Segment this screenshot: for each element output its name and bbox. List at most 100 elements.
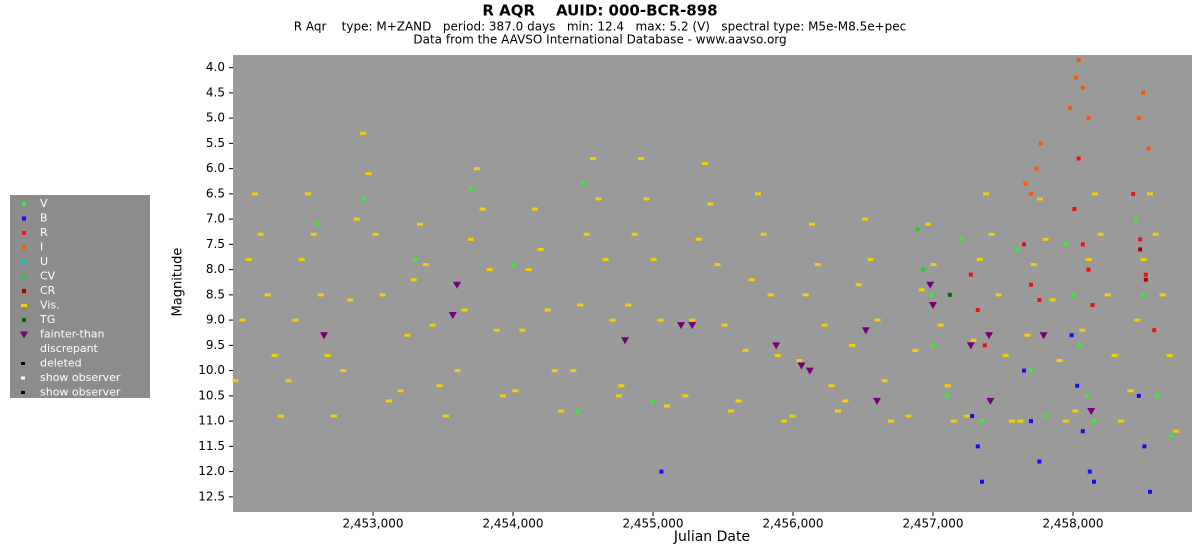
data-point bbox=[780, 419, 787, 423]
data-point bbox=[986, 397, 995, 405]
data-point bbox=[469, 186, 473, 191]
data-point bbox=[499, 394, 506, 398]
data-point bbox=[448, 312, 457, 320]
data-point bbox=[1037, 297, 1042, 302]
data-point bbox=[1142, 444, 1147, 449]
data-point bbox=[618, 384, 625, 388]
data-point bbox=[924, 222, 931, 226]
data-point bbox=[650, 258, 657, 262]
data-point bbox=[789, 414, 796, 418]
data-point bbox=[689, 318, 696, 322]
data-point bbox=[1080, 429, 1085, 434]
legend-label: U bbox=[40, 255, 48, 268]
data-point bbox=[404, 333, 411, 337]
data-point bbox=[372, 232, 379, 236]
data-point bbox=[595, 197, 602, 201]
y-tick-label: 10.5 bbox=[198, 388, 225, 402]
data-point bbox=[796, 359, 803, 363]
data-point bbox=[1039, 332, 1048, 340]
data-point bbox=[1080, 85, 1085, 90]
data-point bbox=[436, 384, 443, 388]
data-point bbox=[583, 232, 590, 236]
x-tick-label: 2,455,000 bbox=[622, 517, 683, 531]
data-point bbox=[976, 258, 983, 262]
data-point bbox=[861, 327, 870, 335]
legend-swatch bbox=[22, 202, 26, 206]
data-point bbox=[695, 237, 702, 241]
data-point bbox=[1092, 479, 1096, 484]
data-point bbox=[315, 222, 319, 227]
data-point bbox=[975, 308, 980, 313]
data-point bbox=[1064, 242, 1068, 247]
data-point bbox=[707, 202, 714, 206]
data-point bbox=[915, 227, 920, 232]
data-point bbox=[1141, 292, 1145, 297]
legend-label: I bbox=[40, 241, 43, 254]
data-point bbox=[385, 399, 392, 403]
data-point bbox=[1030, 263, 1037, 267]
data-point bbox=[1056, 359, 1063, 363]
y-tick-label: 9.5 bbox=[206, 338, 225, 352]
data-point bbox=[983, 192, 990, 196]
data-point bbox=[1086, 116, 1091, 121]
data-point bbox=[257, 232, 264, 236]
y-tick-label: 7.0 bbox=[206, 212, 225, 226]
data-point bbox=[929, 292, 934, 297]
data-point bbox=[950, 419, 957, 423]
data-point bbox=[873, 397, 881, 405]
data-point bbox=[479, 207, 486, 211]
data-point bbox=[947, 292, 952, 297]
data-point bbox=[1029, 282, 1033, 287]
data-point bbox=[637, 157, 644, 161]
y-tick-label: 7.5 bbox=[206, 237, 225, 251]
data-point bbox=[1092, 419, 1096, 424]
data-point bbox=[867, 258, 874, 262]
data-point bbox=[429, 323, 436, 327]
data-point bbox=[1143, 277, 1148, 282]
data-point bbox=[842, 399, 849, 403]
data-point bbox=[805, 367, 814, 375]
data-point bbox=[930, 263, 937, 267]
data-point bbox=[1087, 469, 1092, 474]
legend-label: CV bbox=[40, 270, 56, 283]
data-point bbox=[937, 323, 944, 327]
data-point bbox=[905, 414, 912, 418]
data-point bbox=[802, 293, 809, 297]
x-axis-label: Julian Date bbox=[673, 529, 750, 545]
data-point bbox=[422, 263, 429, 267]
y-tick-label: 8.5 bbox=[206, 287, 225, 301]
legend-label: Vis. bbox=[40, 299, 60, 312]
data-point bbox=[285, 379, 292, 383]
legend-label: show observer bbox=[40, 386, 121, 399]
y-tick-label: 12.0 bbox=[198, 464, 225, 478]
data-point bbox=[305, 192, 312, 196]
data-point bbox=[1034, 166, 1039, 171]
data-point bbox=[347, 298, 354, 302]
data-point bbox=[963, 414, 970, 418]
data-point bbox=[1017, 419, 1024, 423]
data-point bbox=[1131, 191, 1136, 196]
data-point bbox=[887, 419, 894, 423]
data-point bbox=[575, 409, 580, 414]
data-point bbox=[1134, 318, 1141, 322]
y-tick-label: 11.5 bbox=[198, 439, 225, 453]
data-point bbox=[861, 217, 868, 221]
data-point bbox=[531, 207, 538, 211]
data-point bbox=[682, 394, 689, 398]
legend-swatch bbox=[21, 304, 27, 307]
data-point bbox=[849, 343, 856, 347]
data-point bbox=[1037, 459, 1042, 464]
data-point bbox=[467, 237, 474, 241]
data-point bbox=[809, 222, 816, 226]
legend-swatch bbox=[22, 274, 26, 279]
y-tick-label: 6.0 bbox=[206, 161, 225, 175]
data-point bbox=[834, 409, 841, 413]
data-point bbox=[474, 167, 481, 171]
data-point bbox=[1072, 409, 1079, 413]
data-point bbox=[589, 157, 596, 161]
data-point bbox=[379, 293, 386, 297]
data-point bbox=[413, 257, 417, 262]
y-tick-label: 6.5 bbox=[206, 186, 225, 200]
data-point bbox=[1143, 272, 1148, 277]
